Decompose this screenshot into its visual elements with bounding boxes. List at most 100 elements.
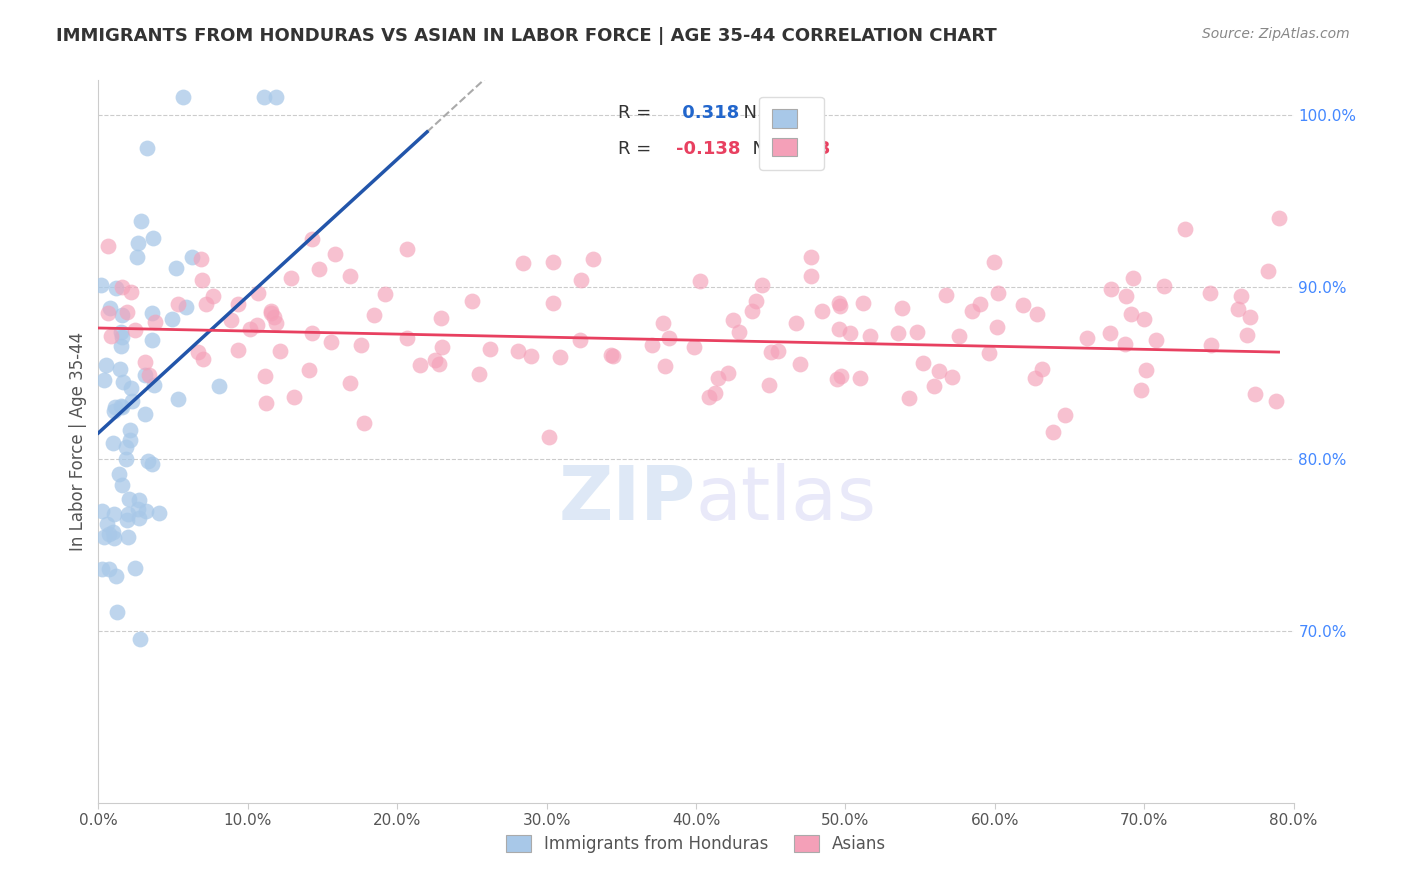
Text: -0.138: -0.138 <box>676 140 740 158</box>
Point <box>396 331 419 345</box>
Point <box>125 250 148 264</box>
Point <box>468 368 491 382</box>
Point <box>187 344 209 359</box>
Point <box>97 239 120 253</box>
Point <box>127 235 149 250</box>
Point <box>1122 271 1144 285</box>
Point <box>308 261 330 276</box>
Point <box>190 252 212 267</box>
Point <box>582 252 605 266</box>
Point <box>1054 408 1077 422</box>
Point <box>127 501 149 516</box>
Point <box>253 369 276 384</box>
Point <box>1236 327 1258 342</box>
Point <box>977 346 1000 360</box>
Point <box>905 326 928 340</box>
Point <box>120 433 142 447</box>
Point <box>226 297 249 311</box>
Text: 67: 67 <box>783 103 814 122</box>
Y-axis label: In Labor Force | Age 35-44: In Labor Force | Age 35-44 <box>69 332 87 551</box>
Point <box>110 339 132 353</box>
Point <box>134 355 156 369</box>
Point <box>134 368 156 382</box>
Point <box>172 90 194 104</box>
Point <box>226 343 249 357</box>
Point <box>103 531 125 545</box>
Point <box>143 378 166 392</box>
Point <box>165 260 187 275</box>
Point <box>1199 338 1222 352</box>
Point <box>897 391 920 405</box>
Point <box>260 303 283 318</box>
Point <box>1144 333 1167 347</box>
Point <box>683 340 706 354</box>
Point <box>101 435 124 450</box>
Text: N =: N = <box>733 103 783 122</box>
Point <box>652 317 675 331</box>
Point <box>1132 311 1154 326</box>
Point <box>145 315 167 329</box>
Point <box>115 440 138 454</box>
Point <box>721 312 744 326</box>
Point <box>911 356 934 370</box>
Point <box>201 289 224 303</box>
Point <box>101 524 124 539</box>
Text: atlas: atlas <box>696 463 877 536</box>
Point <box>1031 362 1053 376</box>
Point <box>703 386 725 401</box>
Point <box>93 373 115 387</box>
Point <box>129 214 152 228</box>
Point <box>550 350 572 364</box>
Point <box>569 333 592 347</box>
Point <box>839 326 862 341</box>
Point <box>103 404 125 418</box>
Point <box>541 255 564 269</box>
Point <box>828 299 851 313</box>
Point <box>1199 285 1222 300</box>
Point <box>141 458 163 472</box>
Point <box>425 353 447 368</box>
Point <box>799 250 821 264</box>
Point <box>319 334 342 349</box>
Point <box>246 318 269 332</box>
Text: R =: R = <box>619 103 657 122</box>
Point <box>191 273 214 287</box>
Point <box>115 305 138 319</box>
Text: Source: ZipAtlas.com: Source: ZipAtlas.com <box>1202 27 1350 41</box>
Point <box>887 326 910 341</box>
Point <box>800 269 823 284</box>
Point <box>374 286 396 301</box>
Point <box>269 343 291 358</box>
Point <box>339 269 361 284</box>
Point <box>890 301 912 315</box>
Point <box>427 357 450 371</box>
Text: 143: 143 <box>794 140 831 158</box>
Point <box>707 371 730 385</box>
Point <box>745 293 768 308</box>
Point <box>91 562 114 576</box>
Point <box>728 325 751 339</box>
Legend: Immigrants from Honduras, Asians: Immigrants from Honduras, Asians <box>499 828 893 860</box>
Point <box>811 304 834 318</box>
Point <box>111 330 134 344</box>
Point <box>1012 298 1035 312</box>
Point <box>134 408 156 422</box>
Point <box>208 379 231 393</box>
Point <box>858 329 880 343</box>
Point <box>697 391 720 405</box>
Point <box>118 492 141 507</box>
Point <box>104 400 127 414</box>
Point <box>849 371 872 385</box>
Point <box>1042 425 1064 439</box>
Point <box>600 348 623 362</box>
Point <box>93 530 115 544</box>
Point <box>135 140 157 154</box>
Point <box>166 392 188 406</box>
Point <box>828 296 851 310</box>
Point <box>120 381 142 395</box>
Point <box>1153 279 1175 293</box>
Point <box>928 363 950 377</box>
Point <box>689 274 711 288</box>
Point <box>98 526 121 541</box>
Point <box>141 306 163 320</box>
